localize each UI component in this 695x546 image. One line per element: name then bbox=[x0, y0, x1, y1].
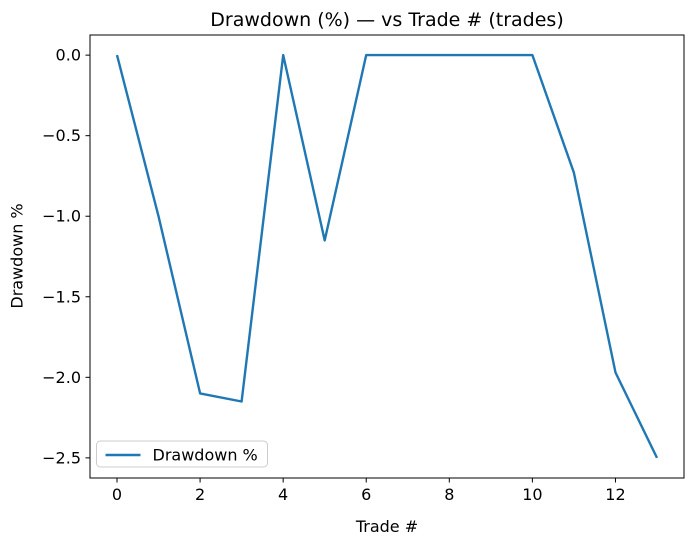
x-tick-label: 4 bbox=[278, 485, 288, 504]
axes-frame bbox=[89, 34, 685, 479]
y-tick-label: −1.5 bbox=[42, 287, 81, 306]
x-axis-label: Trade # bbox=[355, 517, 419, 536]
y-tick-label: −1.0 bbox=[42, 207, 81, 226]
x-tick-label: 6 bbox=[361, 485, 371, 504]
chart-title: Drawdown (%) — vs Trade # (trades) bbox=[210, 9, 564, 31]
x-tick-label: 10 bbox=[522, 485, 542, 504]
y-tick-label: −0.5 bbox=[42, 126, 81, 145]
y-axis-label: Drawdown % bbox=[7, 203, 27, 309]
x-tick-label: 0 bbox=[112, 485, 122, 504]
y-tick-label: −2.0 bbox=[42, 368, 81, 387]
x-tick-label: 12 bbox=[605, 485, 625, 504]
y-tick-label: 0.0 bbox=[56, 46, 81, 65]
x-tick-label: 8 bbox=[444, 485, 454, 504]
legend-box bbox=[96, 440, 268, 468]
x-tick-label: 2 bbox=[195, 485, 205, 504]
data-line bbox=[115, 53, 659, 459]
legend-label: Drawdown % bbox=[153, 446, 258, 465]
y-tick-label: −2.5 bbox=[42, 448, 81, 467]
